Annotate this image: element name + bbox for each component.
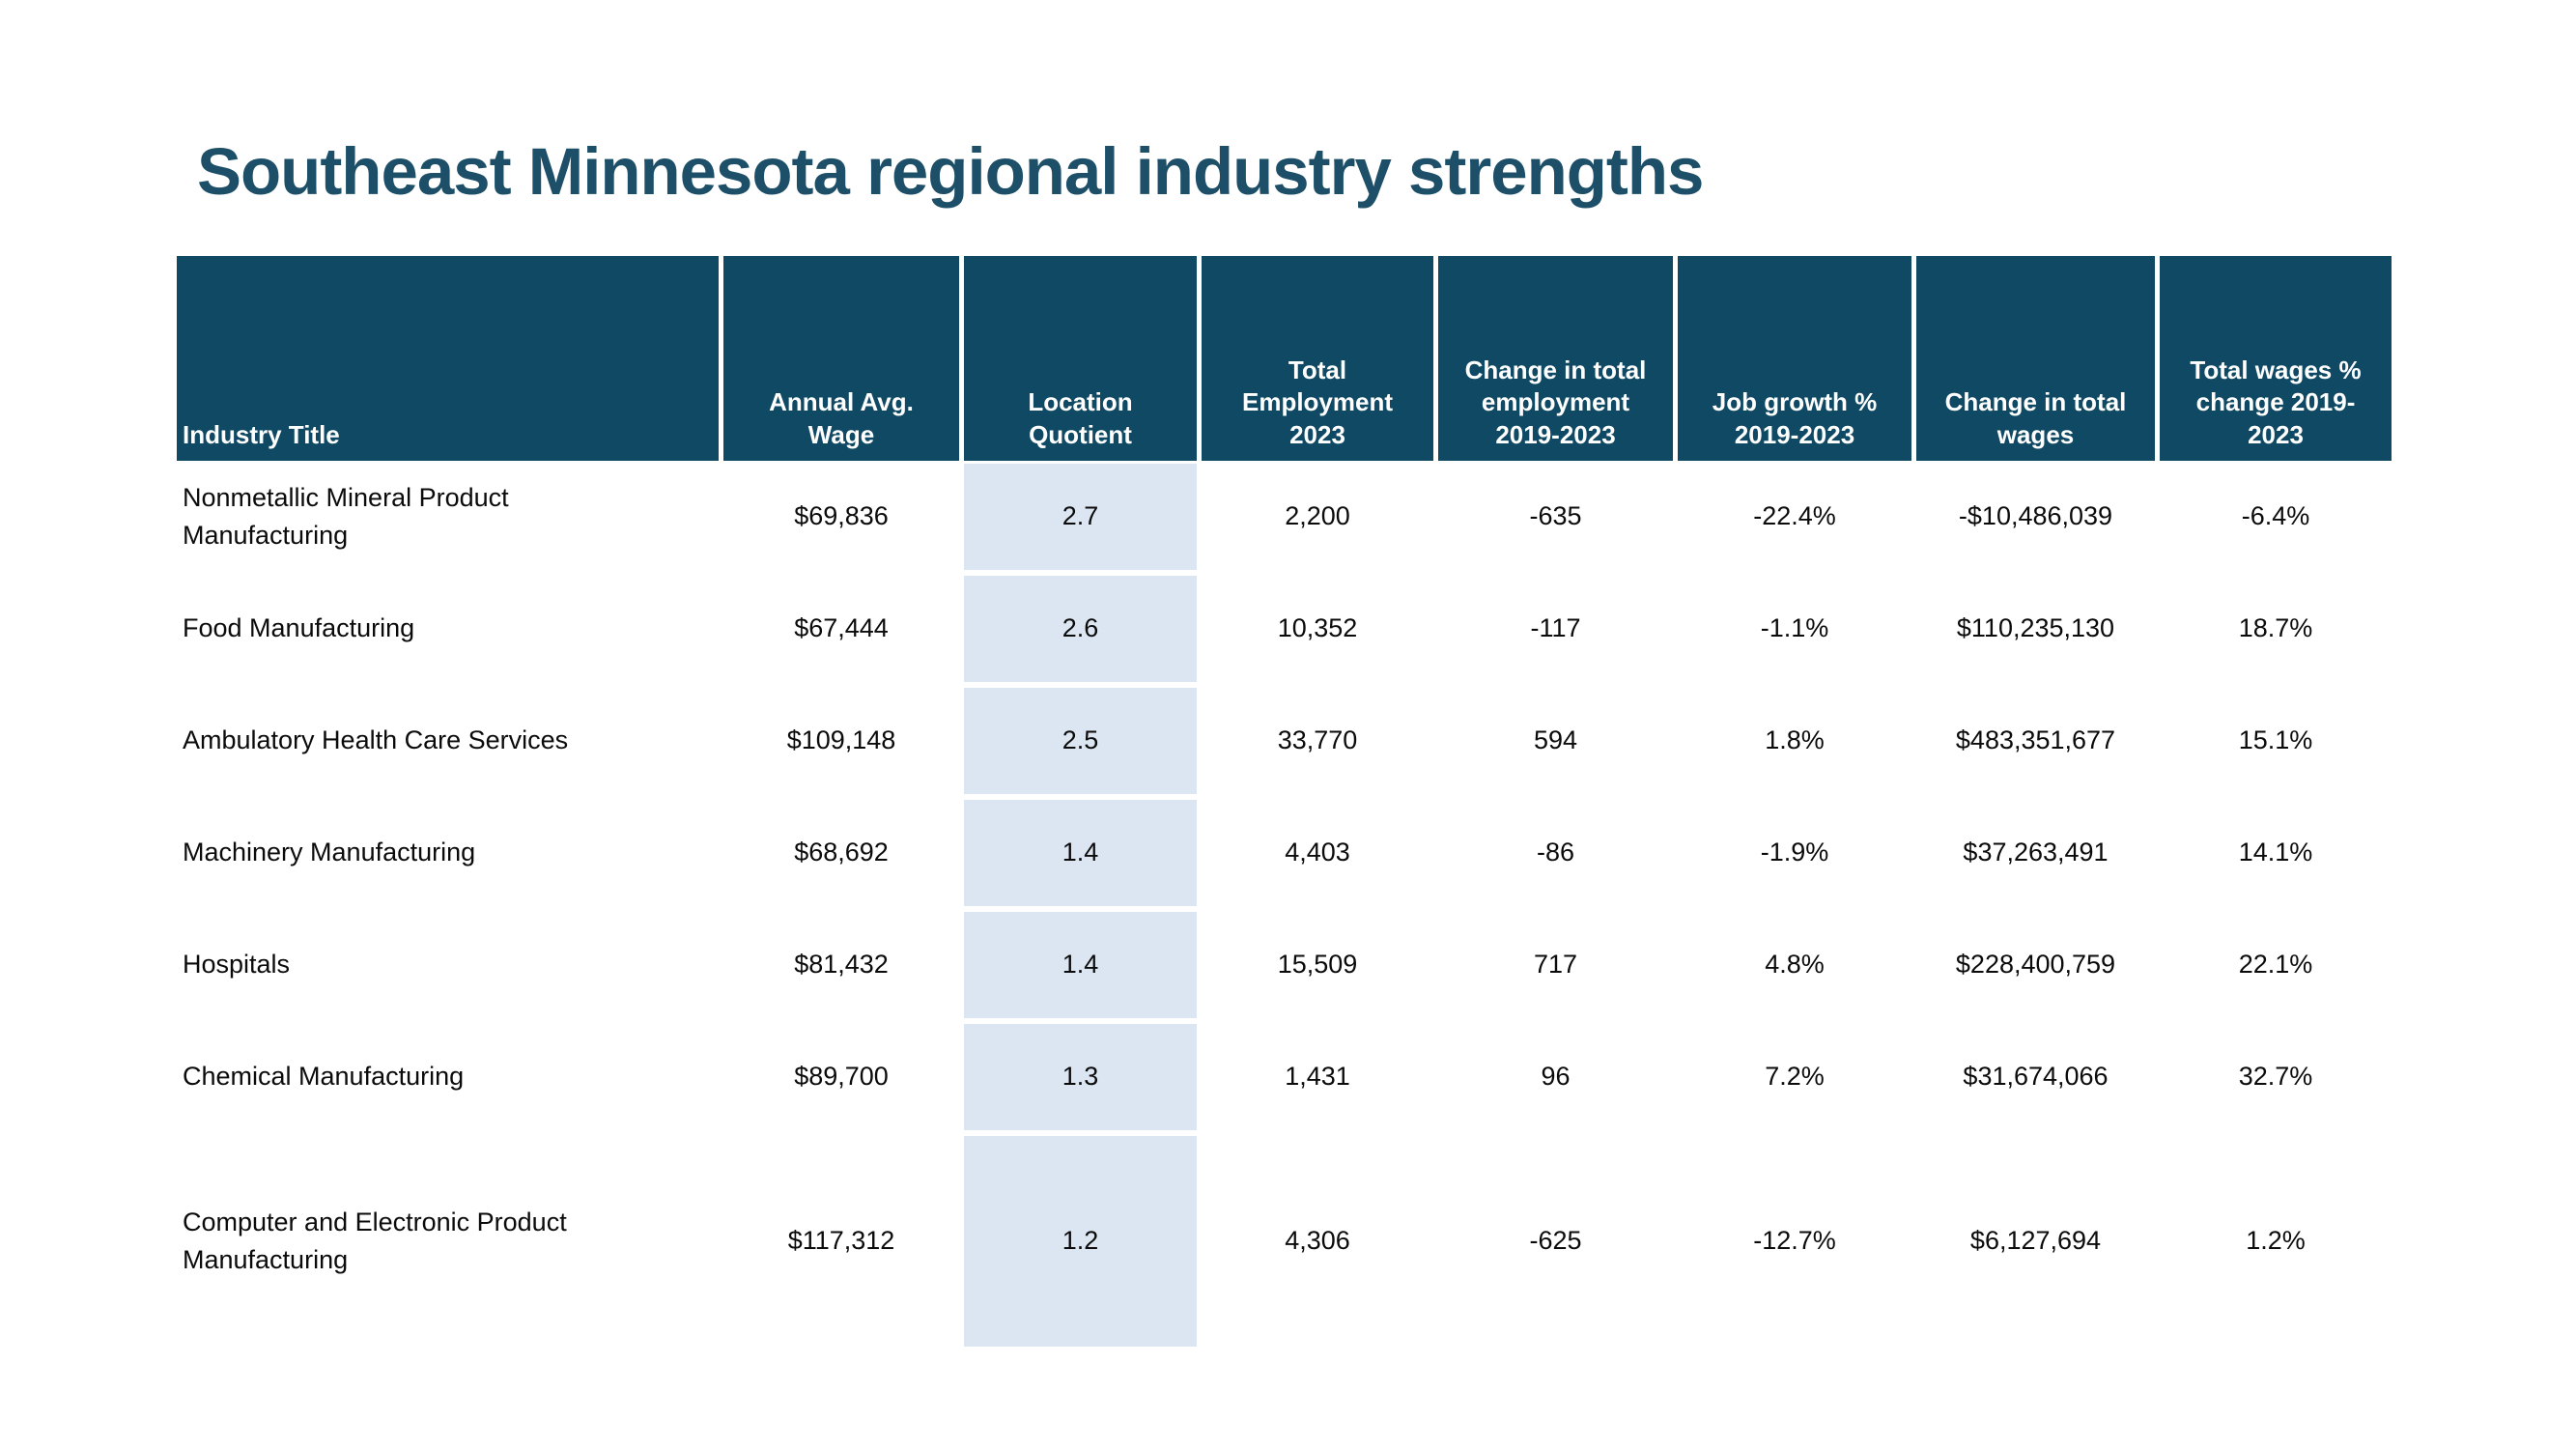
column-header-label: Annual Avg. Wage: [769, 387, 914, 450]
column-header-total-employment: Total Employment 2023: [1202, 256, 1433, 461]
cell-change-total-wages: $37,263,491: [1963, 838, 2109, 867]
cell-annual-avg-wage: $89,700: [794, 1062, 889, 1092]
cell-total-wages-pct-change: -6.4%: [2241, 501, 2310, 531]
cell-change-total-wages: $483,351,677: [1955, 725, 2116, 755]
cell-job-growth-pct: -12.7%: [1753, 1226, 1836, 1256]
column-header-location-quotient: Location Quotient: [964, 256, 1197, 461]
cell-change-total-employment: -86: [1536, 838, 1575, 867]
cell-total-employment: 10,352: [1277, 613, 1358, 643]
column-header-industry-title: Industry Title: [177, 256, 719, 461]
cell-total-wages-pct-change: 22.1%: [2238, 950, 2313, 980]
cell-location-quotient: 1.4: [964, 909, 1197, 1021]
column-header-label: Total wages % change 2019-2023: [2190, 355, 2362, 450]
cell-total-employment: 1,431: [1285, 1062, 1350, 1092]
column-header-label: Industry Title: [183, 420, 340, 450]
cell-change-total-wages: $6,127,694: [1969, 1226, 2102, 1256]
cell-industry-title: Ambulatory Health Care Services: [177, 685, 719, 797]
cell-location-quotient: 2.6: [964, 573, 1197, 685]
cell-total-employment: 4,403: [1285, 838, 1350, 867]
cell-total-wages-pct-change: 1.2%: [2246, 1226, 2306, 1256]
column-header-label: Total Employment 2023: [1241, 355, 1394, 450]
column-header-total-wages-pct-change: Total wages % change 2019-2023: [2160, 256, 2392, 461]
cell-total-wages-pct-change: 14.1%: [2238, 838, 2313, 867]
cell-total-employment: 2,200: [1285, 501, 1350, 531]
cell-total-employment: 15,509: [1277, 950, 1358, 980]
cell-industry-title: Computer and Electronic Product Manufact…: [177, 1133, 719, 1350]
industry-name: Food Manufacturing: [183, 613, 415, 643]
cell-job-growth-pct: -1.1%: [1760, 613, 1829, 643]
cell-change-total-employment: 717: [1533, 950, 1578, 980]
column-header-change-total-employment: Change in total employment 2019-2023: [1438, 256, 1673, 461]
column-header-job-growth-pct: Job growth % 2019-2023: [1678, 256, 1911, 461]
column-header-label: Change in total employment 2019-2023: [1464, 355, 1647, 450]
cell-annual-avg-wage: $109,148: [786, 725, 896, 755]
industry-name: Chemical Manufacturing: [183, 1062, 465, 1092]
cell-total-wages-pct-change: 32.7%: [2238, 1062, 2313, 1092]
column-header-label: Location Quotient: [1028, 387, 1133, 450]
cell-industry-title: Hospitals: [177, 909, 719, 1021]
cell-location-quotient: 2.7: [964, 461, 1197, 573]
cell-location-quotient: 1.3: [964, 1021, 1197, 1133]
cell-industry-title: Nonmetallic Mineral Product Manufacturin…: [177, 461, 719, 573]
cell-total-wages-pct-change: 15.1%: [2238, 725, 2313, 755]
cell-annual-avg-wage: $68,692: [794, 838, 889, 867]
column-header-annual-avg-wage: Annual Avg. Wage: [723, 256, 959, 461]
industry-name: Nonmetallic Mineral Product Manufacturin…: [183, 482, 509, 550]
cell-change-total-wages: $110,235,130: [1956, 613, 2115, 643]
industry-name: Machinery Manufacturing: [183, 838, 476, 867]
cell-industry-title: Chemical Manufacturing: [177, 1021, 719, 1133]
cell-industry-title: Machinery Manufacturing: [177, 797, 719, 909]
column-header-label: Job growth % 2019-2023: [1712, 387, 1878, 450]
cell-annual-avg-wage: $117,312: [787, 1226, 895, 1256]
cell-location-quotient: 1.4: [964, 797, 1197, 909]
industry-name: Hospitals: [183, 950, 291, 980]
column-header-label: Change in total wages: [1944, 387, 2127, 450]
cell-change-total-wages: $31,674,066: [1963, 1062, 2109, 1092]
cell-job-growth-pct: -22.4%: [1753, 501, 1836, 531]
cell-industry-title: Food Manufacturing: [177, 573, 719, 685]
cell-change-total-employment: 96: [1541, 1062, 1571, 1092]
cell-change-total-employment: 594: [1533, 725, 1578, 755]
cell-job-growth-pct: 7.2%: [1765, 1062, 1825, 1092]
cell-annual-avg-wage: $81,432: [794, 950, 889, 980]
cell-change-total-employment: -625: [1529, 1226, 1582, 1256]
cell-total-employment: 33,770: [1277, 725, 1358, 755]
page-title: Southeast Minnesota regional industry st…: [197, 134, 1704, 209]
cell-location-quotient: 1.2: [964, 1133, 1197, 1350]
cell-job-growth-pct: -1.9%: [1760, 838, 1829, 867]
industry-strengths-table: Industry Title Annual Avg. Wage Location…: [177, 256, 2392, 1350]
cell-annual-avg-wage: $67,444: [794, 613, 889, 643]
cell-location-quotient: 2.5: [964, 685, 1197, 797]
cell-annual-avg-wage: $69,836: [794, 501, 889, 531]
cell-job-growth-pct: 1.8%: [1765, 725, 1825, 755]
cell-change-total-employment: -635: [1529, 501, 1582, 531]
cell-change-total-wages: $228,400,759: [1955, 950, 2116, 980]
cell-job-growth-pct: 4.8%: [1765, 950, 1825, 980]
industry-name: Computer and Electronic Product Manufact…: [183, 1207, 567, 1274]
cell-total-wages-pct-change: 18.7%: [2238, 613, 2313, 643]
cell-total-employment: 4,306: [1285, 1226, 1350, 1256]
cell-change-total-wages: -$10,486,039: [1958, 501, 2113, 531]
industry-name: Ambulatory Health Care Services: [183, 725, 569, 755]
cell-change-total-employment: -117: [1530, 613, 1581, 643]
column-header-change-total-wages: Change in total wages: [1916, 256, 2155, 461]
